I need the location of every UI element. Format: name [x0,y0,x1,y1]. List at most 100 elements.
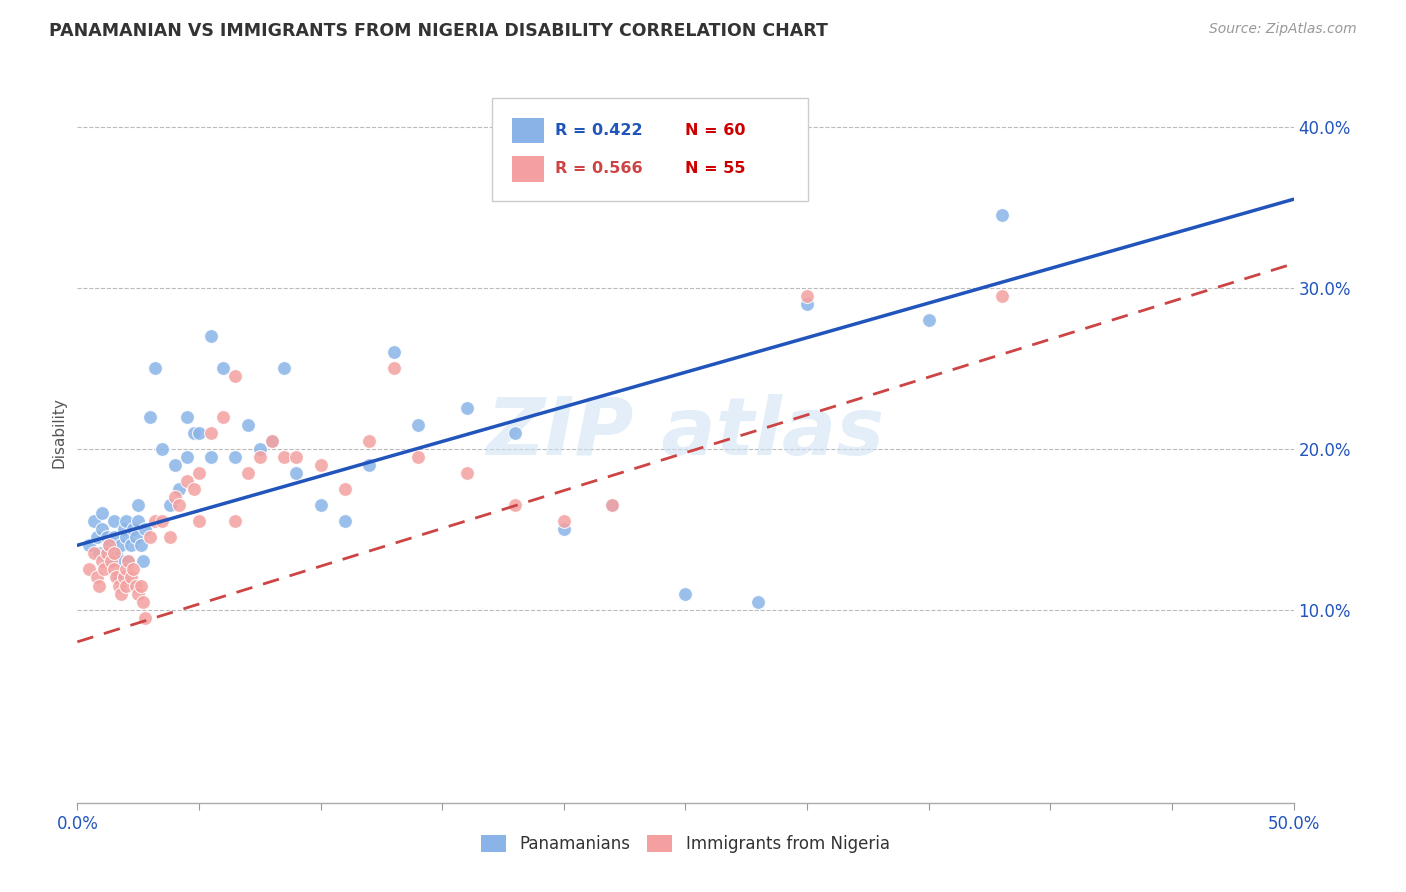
Point [143,361,166,376]
Point [503,498,526,512]
Point [273,361,295,376]
Point [125,578,148,592]
Point [90,506,112,520]
Point [107,578,129,592]
Point [796,289,818,303]
Point [100,554,122,568]
Point [285,450,308,464]
Point [747,594,769,608]
Point [159,530,181,544]
Point [359,458,381,472]
Point [125,530,148,544]
Point [112,570,135,584]
Text: N = 60: N = 60 [685,123,745,138]
Point [120,570,142,584]
Point [115,562,138,576]
Point [406,417,429,432]
Point [122,522,145,536]
Point [183,482,205,496]
Point [115,514,138,528]
Point [134,610,156,624]
Point [333,514,356,528]
Point [96,530,118,544]
Point [127,514,149,528]
Point [456,466,478,480]
Point [100,554,122,568]
Point [176,409,198,424]
Point [120,538,142,552]
Point [503,425,526,440]
Text: R = 0.422: R = 0.422 [555,123,643,138]
Point [93,562,115,576]
Point [602,498,624,512]
Point [406,450,429,464]
Point [260,434,283,448]
Point [103,514,125,528]
Point [112,522,135,536]
Point [103,562,125,576]
Point [188,466,211,480]
Point [273,450,295,464]
Point [212,361,235,376]
Point [127,586,149,600]
Point [86,570,108,584]
Bar [512,156,544,182]
Point [675,586,697,600]
Point [224,514,246,528]
Point [309,498,332,512]
Point [553,522,575,536]
Point [159,498,181,512]
Point [139,530,162,544]
Point [249,442,271,456]
Point [990,289,1012,303]
Point [200,329,222,343]
Point [90,522,112,536]
Point [115,578,138,592]
Text: PANAMANIAN VS IMMIGRANTS FROM NIGERIA DISABILITY CORRELATION CHART: PANAMANIAN VS IMMIGRANTS FROM NIGERIA DI… [49,22,828,40]
Point [236,466,259,480]
Point [224,369,246,384]
Point [249,450,271,464]
Point [105,570,128,584]
Point [152,514,174,528]
Point [224,450,246,464]
Point [796,297,818,311]
Point [163,490,186,504]
Point [129,578,152,592]
Text: ZIP atlas: ZIP atlas [486,393,884,472]
Point [83,514,105,528]
Point [309,458,332,472]
Point [127,498,149,512]
Point [107,570,129,584]
Point [176,474,198,488]
Text: R = 0.566: R = 0.566 [555,161,643,177]
Point [176,450,198,464]
Point [134,522,156,536]
Point [236,417,259,432]
Text: N = 55: N = 55 [685,161,745,177]
Point [90,554,112,568]
Point [122,562,145,576]
Point [89,578,111,592]
Point [103,530,125,544]
Point [110,586,132,600]
Point [97,538,120,552]
Point [115,530,138,544]
Point [83,546,105,560]
Point [285,466,308,480]
Point [183,425,205,440]
Point [105,546,128,560]
Point [79,538,101,552]
Point [169,498,191,512]
Point [143,514,166,528]
Point [188,514,211,528]
Point [382,361,405,376]
Y-axis label: Disability: Disability [51,397,66,468]
Point [169,482,191,496]
Legend: Panamanians, Immigrants from Nigeria: Panamanians, Immigrants from Nigeria [472,826,898,861]
Point [456,401,478,416]
Point [117,554,139,568]
Point [103,546,125,560]
Point [129,538,152,552]
Point [188,425,211,440]
